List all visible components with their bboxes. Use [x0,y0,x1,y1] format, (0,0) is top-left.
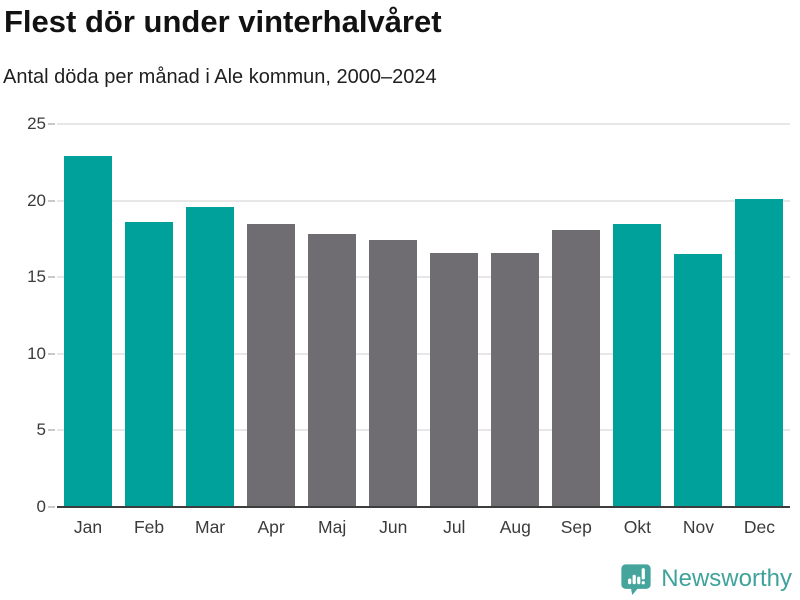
x-axis-label-mar: Mar [195,517,226,537]
y-tick-label-5: 5 [36,420,46,440]
x-axis-label-jul: Jul [443,517,466,537]
bar-jun [369,240,418,507]
gridline-10 [57,352,790,355]
newsworthy-brand: Newsworthy [619,562,792,596]
x-axis-label-jan: Jan [73,517,103,537]
bar-sep [552,229,601,507]
y-axis-tick-10 [48,352,55,355]
y-axis-tick-5 [48,429,55,432]
bar-nov [674,254,723,507]
x-axis-label-apr: Apr [257,517,285,537]
x-axis-label-maj: Maj [318,517,347,537]
y-axis-tick-20 [48,199,55,202]
gridline-0 [57,506,790,508]
bar-okt [613,223,662,507]
bar-mar [186,206,235,507]
x-axis-label-aug: Aug [499,517,531,537]
bar-maj [308,234,357,507]
bar-dec [735,199,784,507]
x-axis-label-nov: Nov [682,517,714,537]
x-axis-label-dec: Dec [743,517,776,537]
bar-apr [247,223,296,507]
y-axis-tick-15 [48,276,55,279]
y-tick-label-20: 20 [27,190,46,210]
y-axis-tick-0 [48,506,55,508]
y-tick-label-15: 15 [27,267,46,287]
y-tick-label-0: 0 [36,497,46,516]
y-tick-label-10: 10 [27,343,46,363]
newsworthy-logo-icon [619,562,653,596]
x-axis-label-feb: Feb [133,517,165,537]
bar-jul [430,252,479,507]
chart-title: Flest dör under vinterhalvåret [4,4,442,39]
x-axis-label-jun: Jun [379,517,408,537]
gridline-25 [57,123,790,125]
gridline-20 [57,199,790,202]
bar-jan [64,156,112,507]
bar-feb [125,222,174,507]
x-axis-label-okt: Okt [623,517,651,537]
chart-subtitle: Antal döda per månad i Ale kommun, 2000–… [3,66,437,88]
bar-aug [491,252,540,507]
newsworthy-brand-text: Newsworthy [661,565,792,592]
gridline-5 [57,429,790,432]
x-axis-label-sep: Sep [560,517,592,537]
y-axis-tick-25 [48,123,55,125]
gridline-15 [57,276,790,279]
y-tick-label-25: 25 [27,114,46,133]
